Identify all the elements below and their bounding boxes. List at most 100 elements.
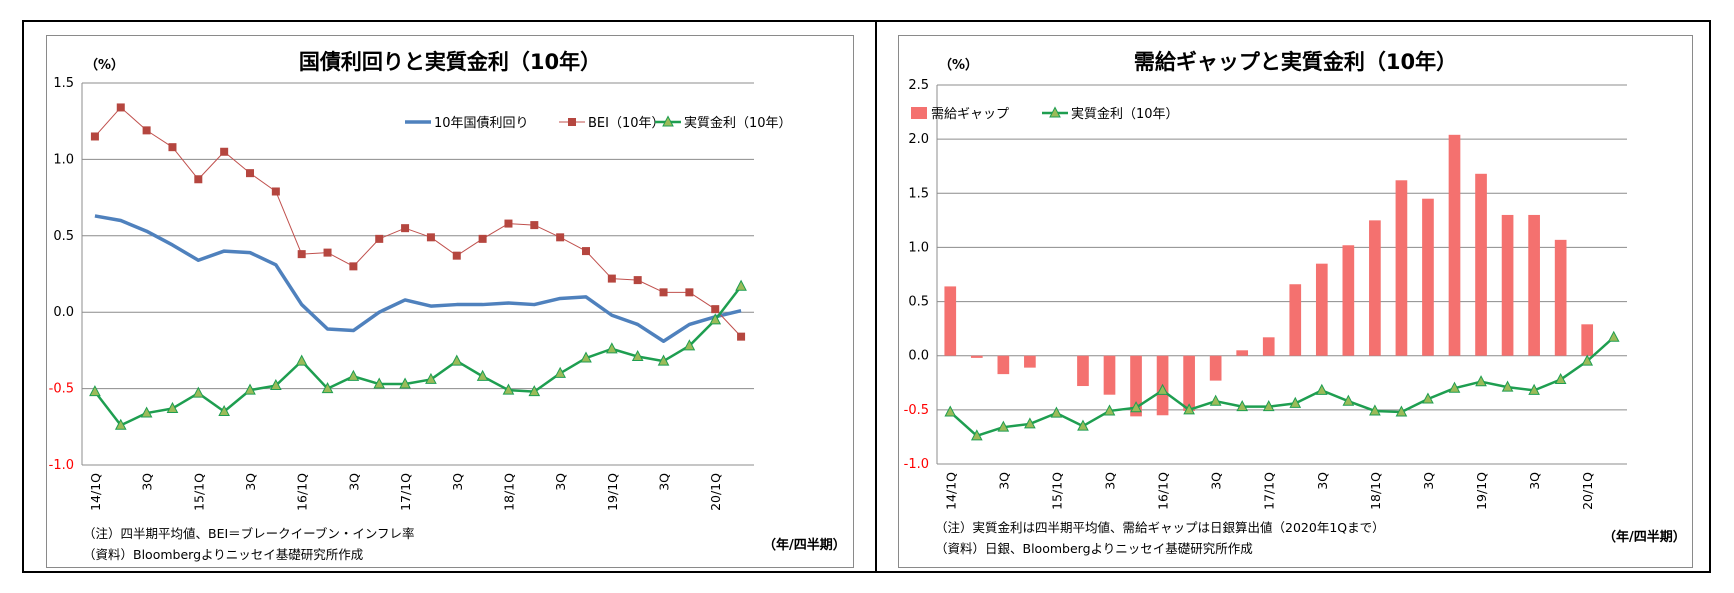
left-y-tick-label: 1.5 <box>53 76 74 91</box>
right-legend-label: 実質金利（10年） <box>1071 106 1179 122</box>
right-gap-bar <box>1422 198 1434 356</box>
left-y-tick-label: -0.5 <box>49 382 74 397</box>
left-real-rate-marker <box>580 351 592 363</box>
right-gap-bar <box>970 355 983 358</box>
left-bei-marker <box>711 305 720 314</box>
left-real-rate-marker <box>554 366 566 378</box>
right-y-tick-label: -0.5 <box>904 403 929 418</box>
right-gap-bar <box>1236 350 1249 356</box>
left-bei-marker <box>685 288 694 297</box>
left-series-line-1 <box>94 106 742 337</box>
left-x-tick-label: 3Q <box>450 473 465 491</box>
left-real-rate-marker <box>192 386 205 398</box>
left-bei-marker <box>659 288 668 297</box>
left-x-tick-label: 20/1Q <box>708 473 723 511</box>
left-real-rate-marker <box>476 369 489 381</box>
right-real-rate-marker <box>1024 417 1036 429</box>
right-x-tick-label: 16/1Q <box>1156 472 1171 510</box>
right-y-tick-label: 2.0 <box>908 132 929 147</box>
left-bei-marker <box>323 248 332 257</box>
left-real-rate-marker <box>244 383 256 395</box>
right-legend-marker <box>1049 106 1061 118</box>
right-real-rate-marker <box>1528 383 1540 395</box>
right-gap-bar <box>1581 324 1594 356</box>
left-real-rate-marker <box>295 354 308 366</box>
left-bei-marker <box>530 221 539 230</box>
left-real-rate-marker <box>347 369 360 381</box>
right-real-rate-marker <box>1262 400 1275 412</box>
right-gap-bar <box>1395 180 1408 356</box>
left-real-rate-marker <box>631 349 644 362</box>
left-bei-marker <box>194 175 203 184</box>
left-real-rate-marker <box>89 385 101 397</box>
right-gap-bar <box>1183 355 1195 411</box>
left-bei-marker <box>504 219 513 228</box>
right-gap-bar <box>1209 355 1222 381</box>
right-real-rate-marker <box>1103 404 1116 416</box>
right-real-rate-marker <box>1369 404 1381 416</box>
left-bei-marker <box>582 247 590 256</box>
left-real-rate-marker <box>657 354 670 366</box>
right-gap-bar <box>1501 214 1514 356</box>
right-y-unit-label: （%） <box>939 58 979 73</box>
left-real-rate-marker <box>270 378 282 391</box>
left-note-line: （注）四半期平均値、BEI＝ブレークイーブン・インフレ率 <box>83 526 415 541</box>
left-x-tick-label: 19/1Q <box>605 473 620 511</box>
left-bei-marker <box>142 126 151 135</box>
right-gap-bar <box>944 286 957 356</box>
left-real-rate-marker <box>606 342 618 354</box>
left-bei-marker <box>478 234 487 243</box>
left-real-rate-marker <box>709 313 722 325</box>
right-y-tick-label: -1.0 <box>904 457 929 472</box>
right-real-rate-marker <box>1130 401 1142 413</box>
left-x-tick-label: 3Q <box>346 473 361 491</box>
right-x-tick-label: 3Q <box>1103 472 1118 490</box>
left-bei-marker <box>556 233 565 242</box>
right-real-rate-marker <box>1156 383 1169 395</box>
left-bei-marker <box>633 276 642 285</box>
left-chart-plot: -1.0 -0.5 0.0 0.5 1.0 1.5 14/1Q 3Q 15/1Q 3Q 16/1Q 3… <box>49 76 792 511</box>
right-real-rate-marker <box>1475 375 1487 387</box>
right-y-tick-label: 2.5 <box>908 78 929 93</box>
left-legend-marker <box>662 115 674 127</box>
right-gap-bar <box>1103 355 1116 395</box>
right-real-rate-marker <box>1077 419 1089 431</box>
right-x-tick-label: 19/1Q <box>1474 472 1489 510</box>
left-real-rate-marker <box>399 377 411 389</box>
right-chart-title: 需給ギャップと実質金利（10年） <box>1133 50 1458 74</box>
right-real-rate-marker <box>1050 406 1063 418</box>
right-gap-bar <box>1528 214 1540 356</box>
right-real-rate-marker <box>1209 394 1222 406</box>
right-gap-bar <box>1475 173 1487 356</box>
right-real-rate-marker <box>1183 403 1195 415</box>
right-legend-swatch <box>911 107 927 119</box>
left-x-tick-label: 17/1Q <box>398 473 413 511</box>
right-y-tick-label: 1.0 <box>908 240 929 255</box>
left-bei-marker <box>271 187 280 196</box>
left-real-rate-marker <box>425 372 437 384</box>
right-gap-bar <box>1342 245 1355 356</box>
left-bei-marker <box>426 233 435 242</box>
left-real-rate-marker <box>218 404 230 417</box>
right-real-rate-marker <box>1395 405 1408 417</box>
left-series-line-2 <box>93 285 743 427</box>
right-gap-bar <box>1448 134 1461 356</box>
right-real-rate-marker <box>944 405 957 417</box>
right-real-rate-marker <box>1501 380 1514 392</box>
left-y-tick-label: -1.0 <box>49 458 74 473</box>
left-bei-marker <box>375 234 384 243</box>
left-y-tick-label: 0.0 <box>53 305 74 320</box>
right-x-tick-label: 14/1Q <box>943 472 958 510</box>
right-x-tick-label: 3Q <box>1315 472 1330 490</box>
left-y-tick-label: 1.0 <box>53 152 74 167</box>
right-real-rate-marker <box>1236 400 1249 412</box>
left-bei-marker <box>607 274 616 283</box>
right-source-line: （資料）日銀、Bloombergよりニッセイ基礎研究所作成 <box>935 541 1253 556</box>
left-source-line: （資料）Bloombergよりニッセイ基礎研究所作成 <box>83 547 364 562</box>
right-real-rate-marker <box>1554 372 1567 385</box>
left-legend-label: 実質金利（10年） <box>684 115 792 131</box>
left-bei-marker <box>220 147 229 156</box>
left-real-rate-marker <box>683 339 696 351</box>
right-gap-bar <box>1554 239 1567 356</box>
left-bei-marker <box>349 262 358 271</box>
